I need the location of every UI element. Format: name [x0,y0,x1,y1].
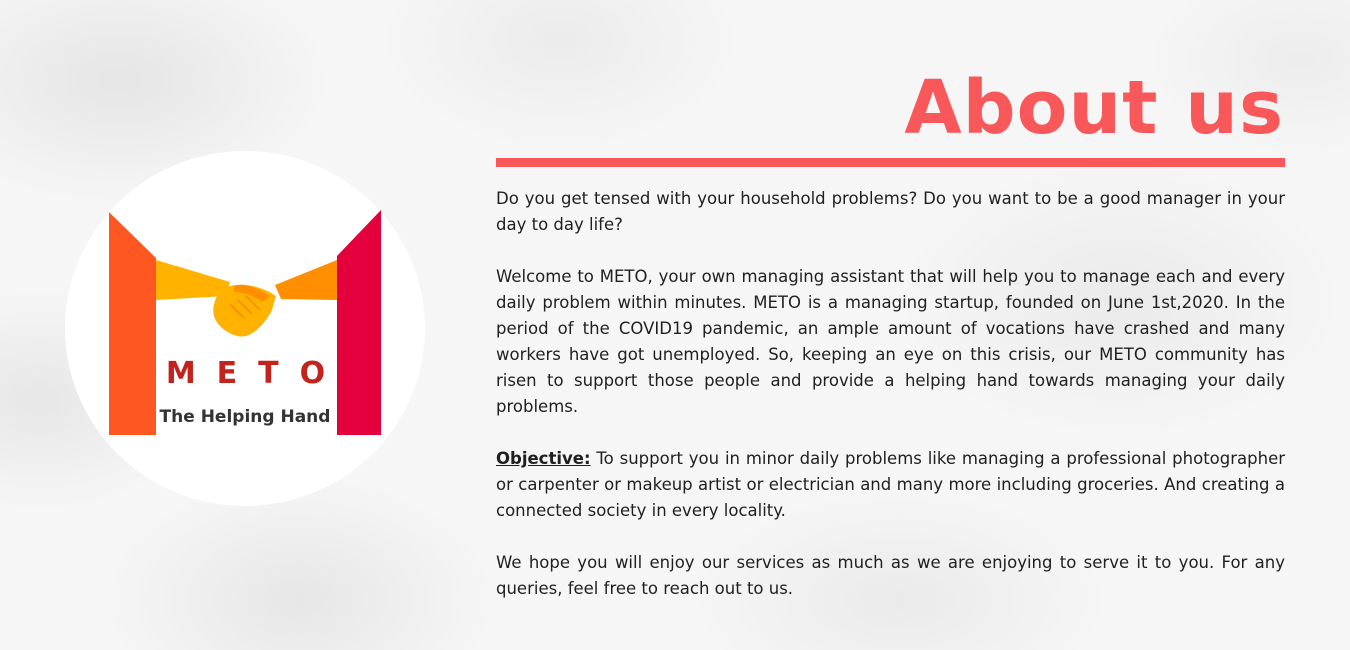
page-title: About us [904,65,1284,151]
title-underline [496,158,1285,167]
welcome-paragraph: Welcome to METO, your own managing assis… [496,267,1285,416]
logo-brand-name: METO [165,356,347,391]
about-content: Do you get tensed with your household pr… [496,186,1285,628]
intro-paragraph: Do you get tensed with your household pr… [496,189,1285,234]
objective-text: To support you in minor daily problems l… [496,449,1286,520]
logo-right-bar [337,210,381,435]
closing-paragraph: We hope you will enjoy our services as m… [496,553,1285,598]
handshake-icon [156,260,337,337]
objective-label: Objective: [496,449,591,468]
logo-tagline: The Helping Hand [159,407,331,427]
logo-left-bar [109,212,156,435]
objective-paragraph: Objective: To support you in minor daily… [496,446,1285,524]
